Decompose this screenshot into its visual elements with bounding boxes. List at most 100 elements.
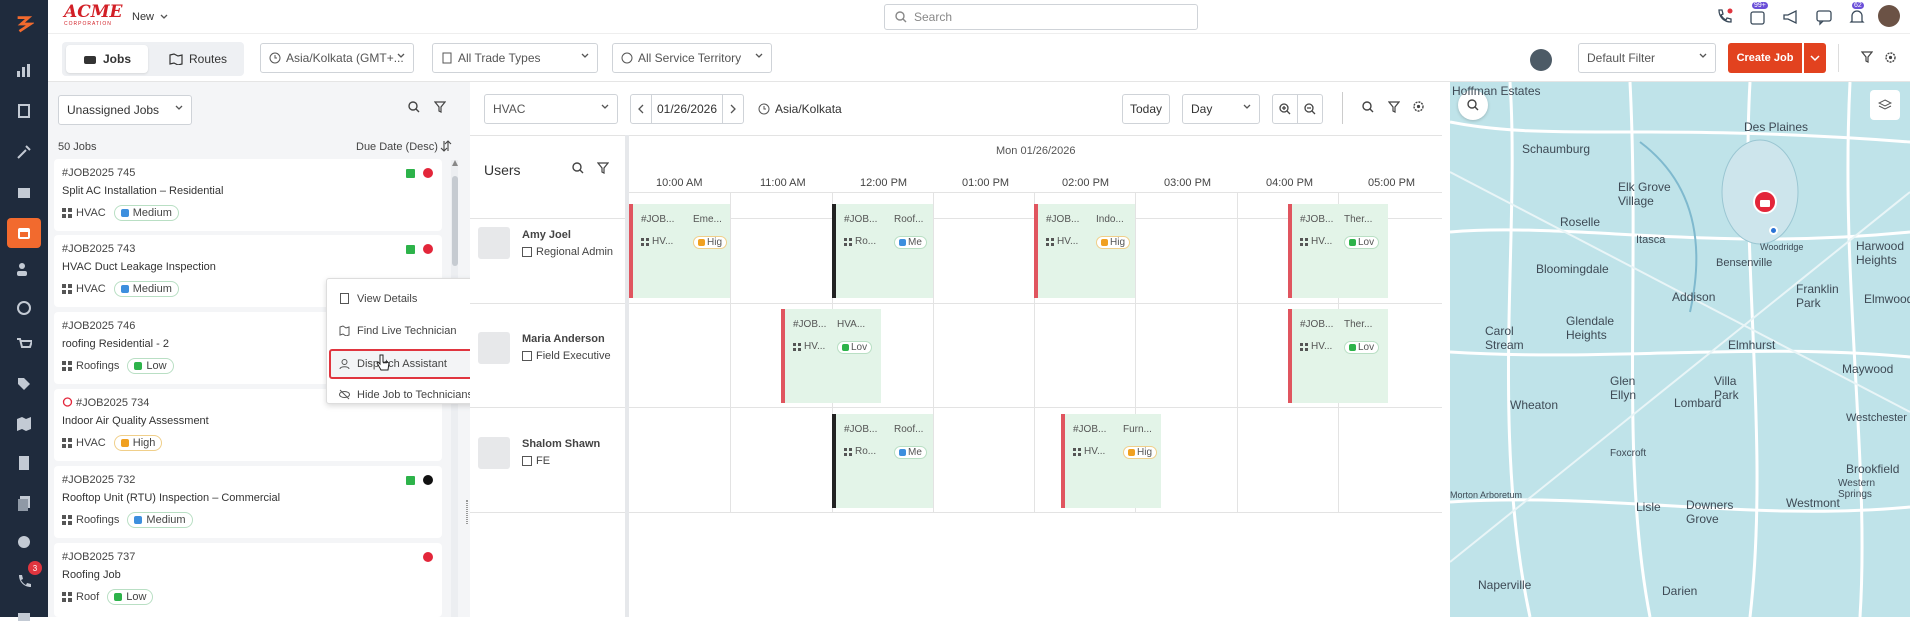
trade-label: Roofings: [76, 360, 120, 372]
tab-jobs[interactable]: Jobs: [66, 45, 148, 73]
filter-icon[interactable]: [434, 101, 446, 113]
phone-nav-icon[interactable]: [14, 571, 34, 591]
user-name[interactable]: Amy Joel: [522, 229, 571, 241]
chat-icon[interactable]: [1815, 8, 1833, 26]
menu-item-find-live-technician[interactable]: Find Live Technician: [331, 317, 475, 345]
invoice-icon[interactable]: [14, 453, 34, 473]
splitter-handle[interactable]: [466, 500, 468, 524]
tag-icon[interactable]: [14, 374, 34, 394]
settings-icon[interactable]: [1884, 51, 1897, 64]
new-menu[interactable]: New: [132, 11, 168, 23]
zoom-out-button[interactable]: [1297, 94, 1323, 124]
more-nav-icon[interactable]: [14, 606, 34, 626]
menu-item-label: Dispatch Assistant: [357, 358, 447, 370]
filter-icon[interactable]: [1861, 51, 1873, 63]
priority-dot: [698, 239, 705, 246]
prev-date-button[interactable]: [630, 94, 652, 124]
next-date-button[interactable]: [722, 94, 744, 124]
priority-badge: Low: [107, 589, 154, 605]
brand-logo[interactable]: ACME CORPORATION: [64, 4, 123, 28]
gauge-icon[interactable]: [14, 298, 34, 318]
users-icon[interactable]: [14, 259, 34, 279]
job-block[interactable]: #JOB... Roof... Ro... Me: [832, 414, 933, 508]
cart-icon[interactable]: [14, 335, 34, 355]
map-layers-button[interactable]: [1870, 90, 1900, 120]
bell-icon[interactable]: [1848, 8, 1866, 26]
trade-label: HVAC: [76, 437, 106, 449]
job-map-marker[interactable]: [1753, 190, 1777, 214]
map-search-button[interactable]: [1458, 90, 1488, 120]
dashboard-icon[interactable]: [14, 60, 34, 80]
priority-badge: Medium: [113, 281, 179, 297]
user-name[interactable]: Shalom Shawn: [522, 438, 601, 450]
dispatch-icon[interactable]: [7, 218, 41, 248]
filter-icon[interactable]: [1388, 101, 1400, 113]
scheduler-trade-select[interactable]: HVAC: [484, 94, 618, 124]
technician-avatar[interactable]: [1530, 49, 1552, 71]
job-block-trade: HV...: [641, 236, 673, 247]
jobs-filter-select[interactable]: Unassigned Jobs: [58, 95, 192, 125]
user-name[interactable]: Maria Anderson: [522, 333, 605, 345]
scrollbar-thumb[interactable]: [452, 176, 458, 266]
unassigned-jobs-panel: Unassigned Jobs 50 Jobs Due Date (Desc) …: [48, 82, 459, 617]
search-icon[interactable]: [572, 162, 584, 174]
map-label: Westmont: [1786, 496, 1840, 510]
calendar-icon[interactable]: [1749, 8, 1767, 26]
box-icon[interactable]: [14, 182, 34, 202]
search-input[interactable]: Search: [884, 4, 1198, 30]
tab-routes[interactable]: Routes: [158, 45, 238, 73]
job-block[interactable]: #JOB... Roof... Ro... Me: [832, 204, 933, 298]
job-block[interactable]: #JOB... Indo... HV... Hig: [1034, 204, 1135, 298]
search-icon[interactable]: [408, 101, 420, 113]
user-avatar[interactable]: [1878, 5, 1900, 27]
job-block[interactable]: #JOB... Ther... HV... Lov: [1288, 204, 1388, 298]
files-icon[interactable]: [14, 493, 34, 513]
job-card[interactable]: #JOB2025 732 Rooftop Unit (RTU) Inspecti…: [54, 466, 442, 538]
app-logo-icon[interactable]: [14, 14, 34, 34]
filter-icon[interactable]: [597, 162, 609, 174]
settings-icon[interactable]: [1412, 100, 1425, 113]
map-icon: [339, 325, 350, 336]
date-input[interactable]: 01/26/2026: [651, 94, 723, 124]
menu-item-hide-job[interactable]: Hide Job to Technicians: [331, 381, 475, 409]
default-filter-select[interactable]: Default Filter: [1578, 43, 1716, 73]
job-block[interactable]: #JOB... Eme... HV... Hig: [629, 204, 730, 298]
today-button[interactable]: Today: [1122, 94, 1170, 124]
zoom-in-button[interactable]: [1272, 94, 1298, 124]
view-select[interactable]: Day: [1182, 94, 1260, 124]
create-job-button[interactable]: Create Job: [1728, 43, 1802, 73]
phone-icon[interactable]: [1716, 8, 1734, 26]
status-dot: [423, 244, 433, 254]
search-placeholder: Search: [914, 10, 953, 24]
job-card[interactable]: #JOB2025 745 Split AC Installation – Res…: [54, 159, 442, 231]
job-block[interactable]: #JOB... Furn... HV... Hig: [1061, 414, 1161, 508]
tools-icon[interactable]: [14, 142, 34, 162]
grid-line: [470, 218, 1442, 219]
map-label: Elmhurst: [1728, 338, 1776, 352]
job-block-title: Roof...: [894, 424, 924, 435]
job-block[interactable]: #JOB... Ther... HV... Lov: [1288, 309, 1388, 403]
sort-label[interactable]: Due Date (Desc): [356, 141, 438, 153]
menu-item-view-details[interactable]: View Details: [331, 285, 475, 313]
reports-icon[interactable]: [14, 532, 34, 552]
documents-icon[interactable]: [14, 101, 34, 121]
megaphone-icon[interactable]: [1782, 8, 1800, 26]
create-job-dropdown[interactable]: [1804, 43, 1826, 73]
trade-label: HV...: [1311, 341, 1333, 352]
zoom-in-icon: [1279, 103, 1291, 115]
map-label: Westchester: [1846, 412, 1907, 424]
job-block[interactable]: #JOB... HVA... HV... Lov: [781, 309, 881, 403]
job-card[interactable]: #JOB2025 737 Roofing Job Roof Low: [54, 543, 442, 617]
sort-toggle-icon[interactable]: [440, 140, 452, 152]
map-icon[interactable]: [14, 414, 34, 434]
trade-type-select[interactable]: All Trade Types: [432, 43, 598, 73]
timezone-select[interactable]: Asia/Kolkata (GMT+...: [260, 43, 414, 73]
trade-label: HV...: [652, 236, 674, 247]
map-view[interactable]: Hoffman Estates Des Plaines Schaumburg E…: [1450, 82, 1910, 617]
search-icon[interactable]: [1362, 101, 1374, 113]
trade-type-value: All Trade Types: [458, 51, 541, 65]
location-marker[interactable]: [1769, 226, 1778, 235]
menu-item-dispatch-assistant[interactable]: Dispatch Assistant: [329, 349, 477, 379]
territory-select[interactable]: All Service Territory: [612, 43, 772, 73]
scroll-up-arrow[interactable]: [452, 160, 458, 166]
